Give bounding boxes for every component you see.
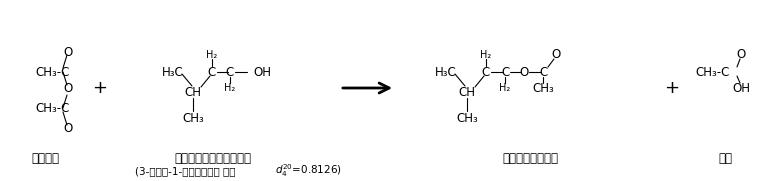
Text: H₂: H₂: [500, 83, 511, 93]
Text: CH₃: CH₃: [456, 111, 478, 125]
Text: CH₃-C: CH₃-C: [695, 66, 730, 79]
Text: (3-メチル-1-ブタノール， 比重: (3-メチル-1-ブタノール， 比重: [135, 166, 236, 176]
Text: O: O: [63, 81, 73, 94]
Text: CH: CH: [459, 85, 475, 98]
Text: 無水酢酸: 無水酢酸: [31, 151, 59, 165]
Text: C: C: [226, 66, 234, 79]
Text: +: +: [665, 79, 680, 97]
Text: O: O: [551, 49, 561, 62]
Text: C: C: [501, 66, 509, 79]
Text: O: O: [63, 45, 73, 58]
Text: C: C: [482, 66, 490, 79]
Text: H₂: H₂: [481, 50, 492, 60]
Text: 酢酸: 酢酸: [718, 151, 732, 165]
Text: CH: CH: [185, 85, 201, 98]
Text: CH₃: CH₃: [182, 111, 204, 125]
Text: CH₃-C: CH₃-C: [35, 102, 70, 115]
Text: CH₃: CH₃: [532, 81, 554, 94]
Text: O: O: [63, 121, 73, 134]
Text: O: O: [736, 49, 745, 62]
Text: H₂: H₂: [225, 83, 236, 93]
Text: H₃C: H₃C: [435, 66, 456, 79]
Text: C: C: [539, 66, 547, 79]
Text: 酢酸イソペンチル: 酢酸イソペンチル: [502, 151, 558, 165]
Text: +: +: [92, 79, 107, 97]
Text: OH: OH: [732, 81, 750, 94]
Text: C: C: [207, 66, 216, 79]
Text: CH₃-C: CH₃-C: [35, 66, 70, 79]
Text: イソペンチルアルコール: イソペンチルアルコール: [175, 151, 251, 165]
Text: O: O: [519, 66, 529, 79]
Text: H₃C: H₃C: [162, 66, 184, 79]
Text: OH: OH: [253, 66, 271, 79]
Text: $d_4^{20}$=0.8126): $d_4^{20}$=0.8126): [275, 163, 341, 179]
Text: H₂: H₂: [207, 50, 218, 60]
